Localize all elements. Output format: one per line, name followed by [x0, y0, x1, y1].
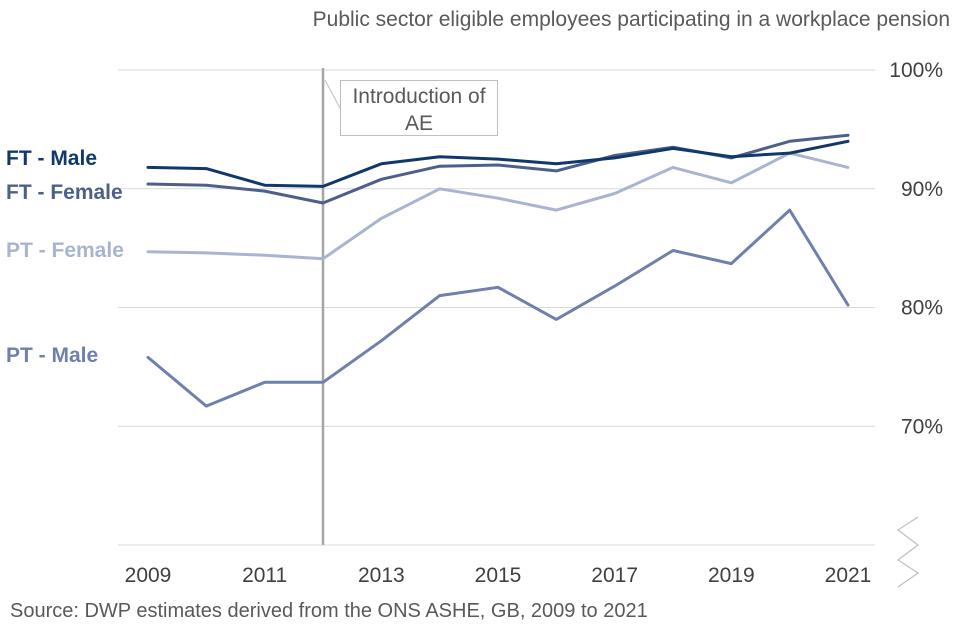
- annotation-box: Introduction of AE: [340, 80, 498, 136]
- y-tick-label: 70%: [901, 415, 943, 438]
- annotation-line-1: Introduction of: [352, 85, 486, 108]
- series-line-ft-female: [146, 133, 850, 205]
- y-tick-label: 100%: [889, 59, 943, 82]
- y-tick-label: 90%: [901, 178, 943, 201]
- x-tick-label: 2013: [358, 564, 405, 587]
- chart-title: Public sector eligible employees partici…: [312, 8, 950, 31]
- source-note: Source: DWP estimates derived from the O…: [10, 600, 648, 622]
- series-line-pt-male: [146, 208, 850, 408]
- x-tick-label: 2019: [708, 564, 755, 587]
- series-label-ft-male: FT - Male: [6, 147, 98, 170]
- series-label-pt-female: PT - Female: [6, 239, 124, 262]
- series-line-pt-female: [146, 151, 850, 261]
- x-tick-label: 2021: [825, 564, 872, 587]
- x-tick-label: 2015: [475, 564, 522, 587]
- x-tick-label: 2009: [125, 564, 172, 587]
- series-label-ft-female: FT - Female: [6, 181, 123, 204]
- series-label-pt-male: PT - Male: [6, 344, 99, 367]
- y-tick-label: 80%: [901, 297, 943, 320]
- axis-break-mark: [896, 516, 920, 588]
- x-tick-label: 2011: [242, 564, 287, 587]
- annotation-leader: [324, 79, 341, 109]
- series-line-ft-male: [146, 139, 850, 188]
- x-tick-label: 2017: [591, 564, 638, 587]
- annotation-line-2: AE: [404, 112, 433, 135]
